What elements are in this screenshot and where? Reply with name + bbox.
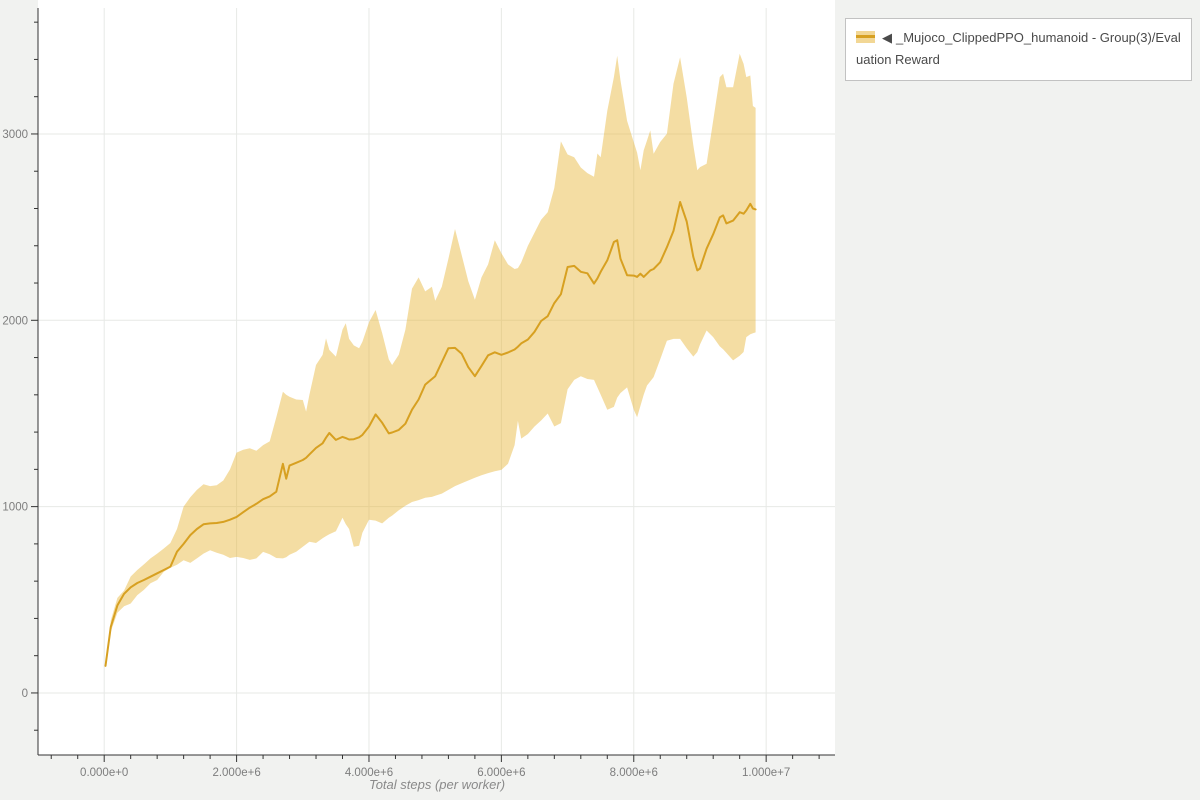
x-tick-label: 6.000e+6	[477, 767, 525, 779]
legend-swatch-line	[856, 35, 875, 38]
y-tick-label: 3000	[2, 129, 28, 141]
legend[interactable]: ◀ _Mujoco_ClippedPPO_humanoid - Group(3)/…	[845, 18, 1192, 81]
x-tick-label: 8.000e+6	[610, 767, 658, 779]
reward-mean-line	[104, 201, 757, 667]
x-tick-label: 1.000e+7	[742, 767, 790, 779]
legend-label: _Mujoco_ClippedPPO_humanoid - Group(3)/E…	[856, 30, 1181, 67]
y-tick-label: 0	[22, 688, 28, 700]
y-tick-label: 1000	[2, 502, 28, 514]
confidence-band	[105, 53, 756, 667]
legend-swatch-band	[856, 31, 875, 43]
plot-background	[38, 0, 835, 755]
x-tick-label: 2.000e+6	[212, 767, 260, 779]
y-tick-label: 2000	[2, 315, 28, 327]
x-tick-label: 0.000e+0	[80, 767, 128, 779]
x-axis-title: Total steps (per worker)	[369, 777, 505, 792]
x-tick-label: 4.000e+6	[345, 767, 393, 779]
legend-collapse-icon[interactable]: ◀	[882, 30, 892, 45]
